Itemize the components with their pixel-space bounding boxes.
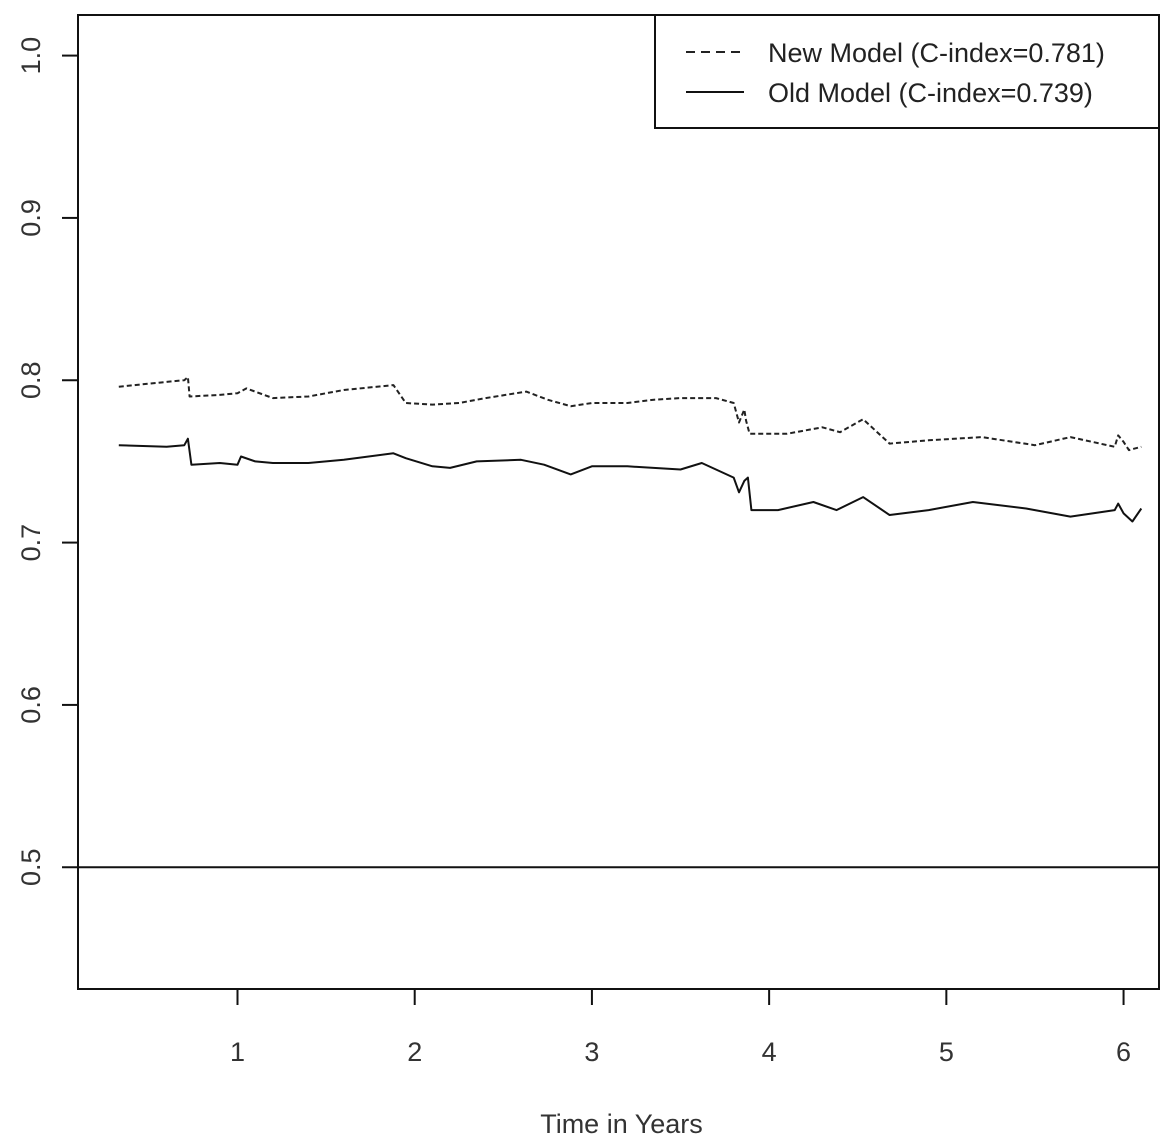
series-line-new-model xyxy=(118,376,1142,452)
legend-label-old-model: Old Model (C-index=0.739) xyxy=(768,78,1093,108)
x-axis-title: Time in Years xyxy=(540,1109,703,1139)
x-tick-label: 4 xyxy=(762,1037,777,1067)
x-tick-label: 5 xyxy=(939,1037,954,1067)
legend: New Model (C-index=0.781) Old Model (C-i… xyxy=(654,14,1160,129)
y-tick-label: 0.5 xyxy=(16,848,46,886)
y-tick-label: 0.8 xyxy=(16,361,46,399)
y-tick-label: 0.7 xyxy=(16,524,46,562)
plot-frame xyxy=(77,14,1160,990)
y-tick-label: 0.9 xyxy=(16,199,46,237)
y-tick-label: 0.6 xyxy=(16,686,46,724)
x-tick-label: 3 xyxy=(584,1037,599,1067)
series-line-old-model xyxy=(118,437,1143,523)
x-axis: 1 2 3 4 5 6 xyxy=(230,989,1131,1067)
legend-label-new-model: New Model (C-index=0.781) xyxy=(768,38,1105,68)
y-axis: 0.5 0.6 0.7 0.8 0.9 1.0 xyxy=(16,37,78,886)
legend-box xyxy=(654,14,1160,129)
x-tick-label: 1 xyxy=(230,1037,245,1067)
y-tick-label: 1.0 xyxy=(16,37,46,75)
series-layer xyxy=(118,376,1143,523)
x-tick-label: 6 xyxy=(1116,1037,1131,1067)
x-tick-label: 2 xyxy=(407,1037,422,1067)
